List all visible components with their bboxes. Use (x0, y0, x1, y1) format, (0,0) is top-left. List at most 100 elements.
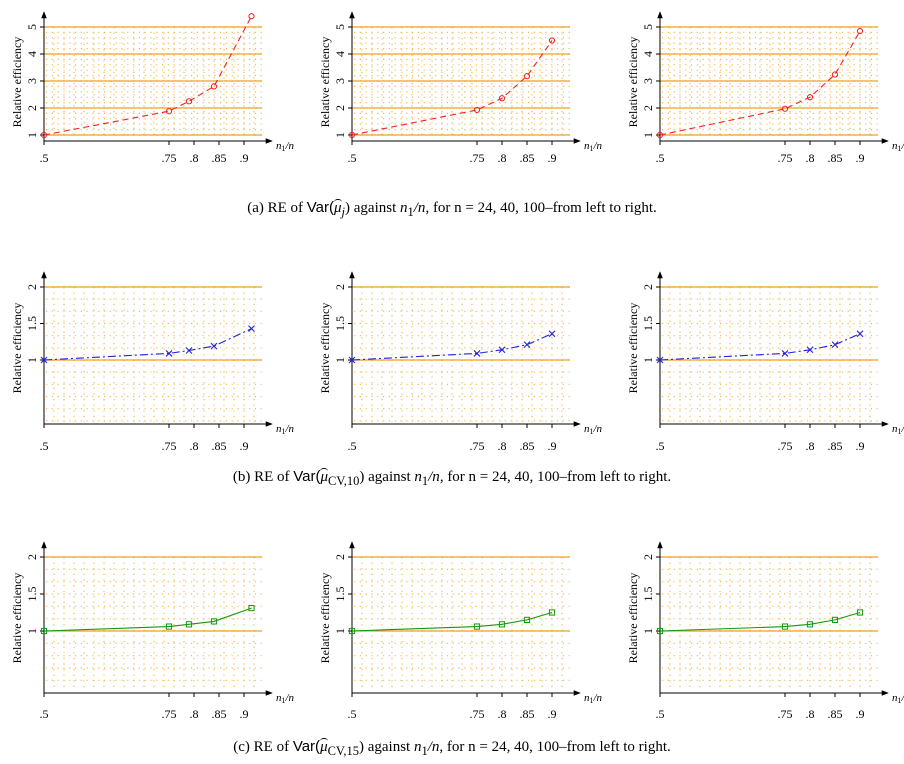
y-tick-label: 1 (25, 132, 39, 138)
y-tick-label: 4 (641, 51, 655, 57)
y-tick-label: 4 (25, 51, 39, 57)
x-tick-label: .9 (856, 439, 865, 453)
x-tick-label: .5 (348, 707, 357, 721)
y-tick-label: 5 (333, 24, 347, 30)
data-point (348, 627, 356, 635)
x-tick-label: .8 (498, 151, 507, 165)
data-point (248, 13, 255, 20)
y-tick-label: 3 (333, 78, 347, 84)
y-axis-label: Relative efficiency (318, 573, 332, 664)
y-tick-label: 2 (333, 284, 347, 290)
y-tick-label: 1 (641, 132, 655, 138)
x-tick-label: .5 (656, 151, 665, 165)
series-line (659, 30, 861, 136)
y-axis-label: Relative efficiency (10, 573, 24, 664)
y-axis-label: Relative efficiency (318, 303, 332, 394)
x-tick-label: .5 (348, 439, 357, 453)
data-point (831, 616, 839, 623)
x-tick-label: .8 (806, 707, 815, 721)
y-axis-label: Relative efficiency (626, 303, 640, 394)
x-tick-label: .5 (348, 151, 357, 165)
data-point (348, 356, 356, 364)
series-line (43, 328, 252, 361)
data-point (185, 621, 193, 628)
data-point (548, 330, 556, 338)
x-tick-label: .9 (856, 707, 865, 721)
x-tick-label: .75 (162, 439, 177, 453)
y-tick-label: 1 (641, 357, 655, 363)
data-point (831, 71, 839, 78)
data-point (781, 350, 789, 357)
data-point (40, 356, 48, 364)
x-tick-label: .75 (470, 707, 485, 721)
y-tick-label: 1.5 (25, 316, 39, 331)
x-tick-label: .8 (190, 439, 199, 453)
y-tick-label: 5 (25, 24, 39, 30)
x-axis-label: n1/n (584, 692, 603, 705)
x-tick-label: .75 (778, 151, 793, 165)
y-tick-label: 2 (333, 105, 347, 111)
y-tick-label: 1.5 (641, 316, 655, 331)
y-tick-label: 2 (25, 284, 39, 290)
data-point (248, 604, 255, 612)
series-line (43, 15, 252, 136)
caption-b: (b) RE of Var(μCV,10) against n1/n, for … (232, 468, 672, 488)
data-point (40, 627, 48, 635)
y-tick-label: 1 (333, 132, 347, 138)
y-tick-label: 3 (641, 78, 655, 84)
x-tick-label: .9 (240, 707, 249, 721)
x-tick-label: .85 (520, 707, 535, 721)
data-point (498, 621, 506, 628)
x-tick-label: .9 (548, 707, 557, 721)
data-point (498, 346, 506, 354)
data-point (856, 609, 864, 616)
x-tick-label: .5 (40, 439, 49, 453)
x-tick-label: .85 (212, 439, 227, 453)
data-point (473, 350, 481, 357)
x-axis-label: n1/n (892, 140, 904, 153)
data-point (165, 350, 173, 357)
x-tick-label: .8 (806, 151, 815, 165)
chart-a3: .5 .75 .8 .85 .9 1 2 3 4 5 Relative efficiency n1/n (626, 11, 904, 165)
x-tick-label: .85 (828, 151, 843, 165)
y-tick-label: 1 (333, 628, 347, 634)
data-point (548, 609, 556, 616)
x-tick-label: .85 (828, 439, 843, 453)
series-line (351, 40, 553, 136)
y-tick-label: 2 (641, 284, 655, 290)
x-tick-label: .75 (778, 707, 793, 721)
x-tick-label: .85 (520, 151, 535, 165)
data-point (185, 98, 193, 105)
y-tick-label: 2 (333, 554, 347, 560)
y-tick-label: 1.5 (333, 587, 347, 602)
x-tick-label: .9 (548, 439, 557, 453)
data-point (165, 623, 173, 630)
data-point (248, 325, 255, 332)
chart-b3: .5 .75 .8 .85 .9 1 1.5 2 Relative efficiency n1/n (626, 271, 904, 453)
chart-c3: .5 .75 .8 .85 .9 1 1.5 2 Relative efficiency n1/n (626, 541, 904, 721)
x-tick-label: .75 (470, 151, 485, 165)
x-tick-label: .8 (498, 707, 507, 721)
x-axis-label: n1/n (584, 140, 603, 153)
data-point (548, 37, 556, 44)
data-point (473, 106, 481, 113)
data-point (523, 73, 531, 80)
y-tick-label: 1 (641, 628, 655, 634)
series-line (351, 611, 553, 632)
chart-b1: .5 .75 .8 .85 .9 1 1.5 2 Relative efficiency n1/n (10, 271, 295, 453)
x-tick-label: .75 (162, 151, 177, 165)
data-point (498, 95, 506, 102)
y-tick-label: 2 (641, 105, 655, 111)
y-tick-label: 1 (25, 628, 39, 634)
chart-c2: .5 .75 .8 .85 .9 1 1.5 2 Relative efficiency n1/n (318, 541, 603, 721)
data-point (523, 341, 531, 349)
y-tick-label: 2 (25, 105, 39, 111)
x-axis-label: n1/n (892, 423, 904, 436)
x-tick-label: .9 (548, 151, 557, 165)
y-tick-label: 1 (25, 357, 39, 363)
data-point (185, 347, 193, 354)
y-axis-label: Relative efficiency (10, 37, 24, 128)
data-point (781, 623, 789, 630)
y-tick-label: 1.5 (333, 316, 347, 331)
